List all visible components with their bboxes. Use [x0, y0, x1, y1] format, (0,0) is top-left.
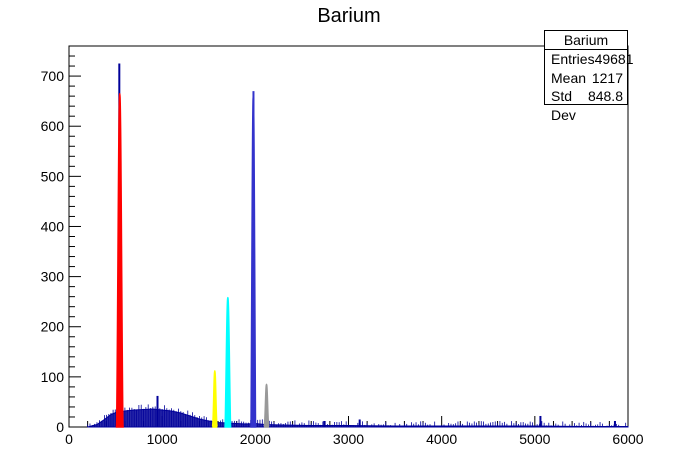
x-tick-label: 0 — [65, 431, 73, 447]
mean-label: Mean — [551, 69, 587, 86]
mean-value: 1217 — [591, 69, 623, 86]
fit-peak-blue — [249, 95, 258, 428]
y-tick-label: 100 — [41, 369, 65, 385]
y-tick-label: 400 — [41, 218, 65, 234]
fit-peak-gray — [263, 383, 270, 428]
std-label: Std Dev — [551, 88, 576, 123]
stats-box: Barium Entries 49681 Mean 1217 Std Dev 8… — [544, 30, 634, 123]
entries-label: Entries — [551, 51, 595, 67]
y-tick-label: 500 — [41, 168, 65, 184]
fit-peak-cyan — [223, 296, 233, 428]
stats-row-mean: Mean 1217 — [545, 69, 627, 88]
stats-title: Barium — [545, 31, 627, 50]
x-tick-label: 6000 — [612, 431, 643, 447]
fit-peak-red — [115, 92, 125, 428]
y-tick-label: 600 — [41, 118, 65, 134]
x-tick-label: 5000 — [519, 431, 550, 447]
y-tick-label: 300 — [41, 269, 65, 285]
std-value: 848.8 — [587, 88, 623, 104]
x-tick-label: 4000 — [426, 431, 457, 447]
y-tick-label: 0 — [56, 419, 64, 435]
y-tick-label: 200 — [41, 319, 65, 335]
stats-row-entries: Entries 49681 — [545, 50, 634, 69]
x-tick-label: 3000 — [333, 431, 364, 447]
chart-title: Barium — [317, 5, 381, 27]
fit-peak-yellow — [211, 370, 219, 428]
entries-value: 49681 — [594, 51, 634, 67]
y-tick-label: 700 — [41, 68, 65, 84]
x-tick-label: 2000 — [240, 431, 271, 447]
x-tick-label: 1000 — [147, 431, 178, 447]
stats-row-std: Std Dev 848.8 — [545, 87, 627, 123]
